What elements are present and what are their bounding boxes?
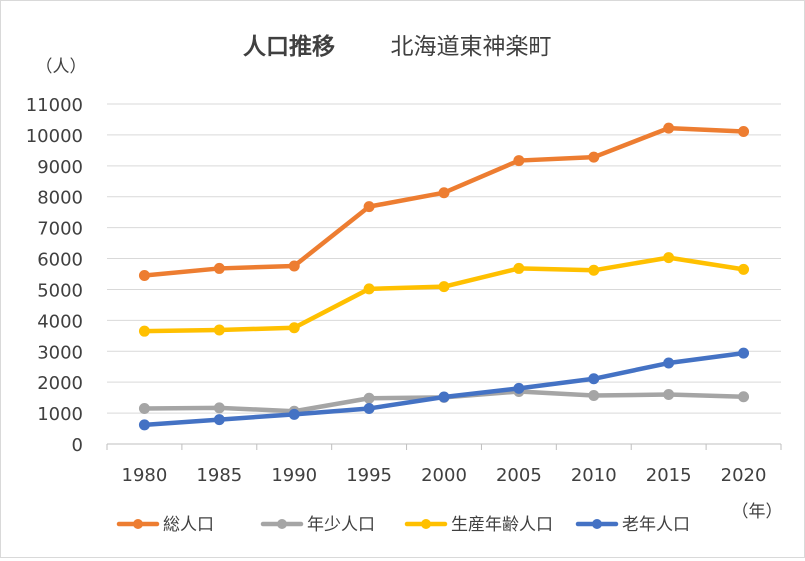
data-point xyxy=(588,264,600,276)
chart-subtitle: 北海道東神楽町 xyxy=(391,34,552,60)
y-tick-label: 7000 xyxy=(37,219,83,240)
x-tick-label: 1980 xyxy=(122,465,168,486)
data-point xyxy=(663,252,675,264)
data-point xyxy=(588,151,600,163)
series-老年人口 xyxy=(138,347,750,431)
x-tick-label: 1995 xyxy=(346,465,392,486)
data-point xyxy=(138,325,150,337)
data-point xyxy=(363,402,375,414)
y-tick-label: 9000 xyxy=(37,157,83,178)
series-lines xyxy=(138,122,750,431)
data-point xyxy=(438,187,450,199)
x-tick-label: 2020 xyxy=(721,465,767,486)
y-axis-label: （人） xyxy=(36,57,87,77)
y-tick-label: 2000 xyxy=(37,373,83,394)
y-tick-label: 6000 xyxy=(37,250,83,271)
data-point xyxy=(138,419,150,431)
x-tick-label: 2015 xyxy=(646,465,692,486)
x-tick-label: 2005 xyxy=(496,465,542,486)
legend-label: 生産年齢人口 xyxy=(451,515,553,535)
y-tick-label: 0 xyxy=(72,435,83,456)
data-point xyxy=(588,373,600,385)
legend-swatch-marker xyxy=(592,519,602,529)
legend-item: 総人口 xyxy=(116,515,214,535)
data-point xyxy=(213,262,225,274)
legend: 総人口 年少人口 生産年齢人口 老年人口 xyxy=(116,515,690,535)
data-point xyxy=(363,283,375,295)
data-point xyxy=(288,322,300,334)
data-point xyxy=(663,389,675,401)
data-point xyxy=(363,392,375,404)
legend-label: 総人口 xyxy=(163,515,214,535)
data-point xyxy=(663,122,675,134)
data-point xyxy=(138,270,150,282)
y-tick-label: 10000 xyxy=(26,126,83,147)
data-point xyxy=(438,281,450,293)
y-tick-label: 4000 xyxy=(37,311,83,332)
legend-item: 生産年齢人口 xyxy=(404,515,553,535)
legend-swatch-marker xyxy=(277,519,287,529)
legend-swatch-marker xyxy=(133,519,143,529)
series-生産年齢人口 xyxy=(138,252,750,337)
data-point xyxy=(213,402,225,414)
series-総人口 xyxy=(138,122,750,282)
legend-item: 年少人口 xyxy=(260,515,375,535)
data-point xyxy=(438,391,450,403)
y-tick-label: 5000 xyxy=(37,280,83,301)
x-tick-label: 2000 xyxy=(421,465,467,486)
y-tick-label: 3000 xyxy=(37,342,83,363)
y-tick-label: 1000 xyxy=(37,404,83,425)
data-point xyxy=(213,324,225,336)
data-point xyxy=(138,402,150,414)
y-tick-label: 11000 xyxy=(26,95,83,116)
data-point xyxy=(513,262,525,274)
x-tick-label: 2010 xyxy=(571,465,617,486)
x-axis-label: （年） xyxy=(732,502,783,522)
axes: 0 1000 2000 3000 4000 5000 6000 7000 8000 9000 100… xyxy=(26,95,782,486)
series-line xyxy=(142,125,746,278)
y-tick-label: 8000 xyxy=(37,188,83,209)
data-point xyxy=(288,408,300,420)
data-point xyxy=(288,260,300,272)
data-point xyxy=(738,347,750,359)
legend-item: 老年人口 xyxy=(575,515,690,535)
data-point xyxy=(738,263,750,275)
legend-label: 老年人口 xyxy=(622,515,690,535)
data-point xyxy=(513,382,525,394)
legend-swatch-marker xyxy=(421,519,431,529)
series-line xyxy=(142,350,746,428)
data-point xyxy=(213,414,225,426)
data-point xyxy=(663,357,675,369)
data-point xyxy=(738,126,750,138)
data-point xyxy=(738,391,750,403)
data-point xyxy=(513,155,525,167)
data-point xyxy=(588,389,600,401)
x-tick-label: 1990 xyxy=(271,465,317,486)
data-point xyxy=(363,201,375,213)
x-tick-label: 1985 xyxy=(196,465,242,486)
chart-title: 人口推移 xyxy=(243,34,335,60)
legend-label: 年少人口 xyxy=(307,515,375,535)
